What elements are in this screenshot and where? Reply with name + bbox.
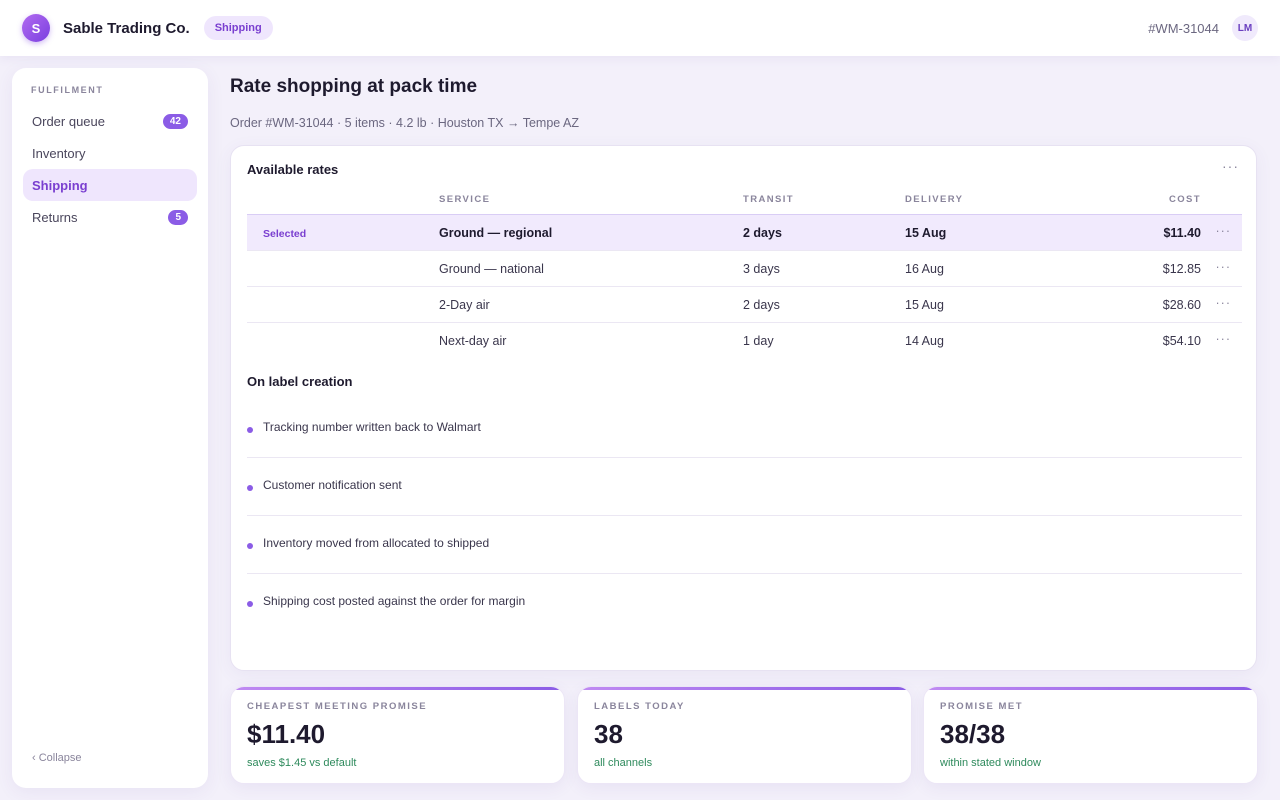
table-row[interactable]: 2-Day air 2 days 15 Aug $28.60 ···	[247, 286, 1242, 322]
list-item: Shipping cost posted against the order f…	[247, 574, 1242, 632]
bullet-dot-icon	[247, 485, 253, 491]
stat-value: 38/38	[940, 719, 1006, 749]
stat-label: CHEAPEST MEETING PROMISE	[247, 701, 428, 712]
sidebar-item-order-queue[interactable]: Order queue 42	[23, 105, 197, 137]
section-chip: Shipping	[203, 16, 273, 40]
stat-label: LABELS TODAY	[594, 701, 685, 712]
service-cell: Ground — national	[439, 262, 544, 276]
sidebar-item-shipping[interactable]: Shipping	[23, 169, 197, 201]
rates-table-header: SERVICE TRANSIT DELIVERY COST	[247, 192, 1242, 214]
avatar[interactable]: LM	[1232, 15, 1258, 41]
sidebar: FULFILMENT Order queue 42 Inventory Ship…	[12, 68, 208, 788]
transit-cell: 2 days	[743, 298, 780, 312]
app-logo[interactable]: S	[22, 14, 50, 42]
stat-card-promise-met: PROMISE MET 38/38 within stated window	[923, 686, 1258, 784]
bullet-dot-icon	[247, 427, 253, 433]
sidebar-item-label: Shipping	[32, 177, 88, 193]
table-row[interactable]: Selected Ground — regional 2 days 15 Aug…	[247, 214, 1242, 250]
row-more-icon[interactable]: ···	[1215, 224, 1231, 238]
column-header-delivery: DELIVERY	[905, 194, 964, 205]
column-header-transit: TRANSIT	[743, 194, 794, 205]
service-cell: Next-day air	[439, 334, 507, 348]
card-more-icon[interactable]: ···	[1222, 158, 1239, 174]
bullet-dot-icon	[247, 601, 253, 607]
column-header-cost: COST	[1169, 194, 1201, 205]
transit-cell: 2 days	[743, 226, 782, 240]
sidebar-item-label: Returns	[32, 209, 78, 225]
sidebar-item-returns[interactable]: Returns 5	[23, 201, 197, 233]
column-header-service: SERVICE	[439, 194, 491, 205]
stat-label: PROMISE MET	[940, 701, 1024, 712]
list-item: Inventory moved from allocated to shippe…	[247, 516, 1242, 574]
table-row[interactable]: Ground — national 3 days 16 Aug $12.85 ·…	[247, 250, 1242, 286]
sidebar-item-label: Inventory	[32, 145, 86, 161]
rates-card: Available rates ··· SERVICE TRANSIT DELI…	[230, 145, 1257, 671]
table-row[interactable]: Next-day air 1 day 14 Aug $54.10 ···	[247, 322, 1242, 358]
rates-table: Selected Ground — regional 2 days 15 Aug…	[247, 214, 1242, 358]
topbar-right: #WM-31044 LM	[1148, 15, 1258, 41]
list-item: Customer notification sent	[247, 458, 1242, 516]
delivery-cell: 14 Aug	[905, 334, 944, 348]
stat-card-labels-today: LABELS TODAY 38 all channels	[577, 686, 912, 784]
event-text: Shipping cost posted against the order f…	[263, 594, 526, 608]
brand-name: Sable Trading Co.	[63, 19, 190, 37]
event-text: Inventory moved from allocated to shippe…	[263, 536, 490, 550]
cost-cell: $54.10	[1162, 334, 1201, 348]
stat-note: saves $1.45 vs default	[247, 757, 357, 769]
event-text: Tracking number written back to Walmart	[263, 420, 481, 434]
sidebar-item-label: Order queue	[32, 113, 105, 129]
service-cell: 2-Day air	[439, 298, 490, 312]
stat-note: within stated window	[940, 757, 1041, 769]
cost-cell: $28.60	[1162, 298, 1201, 312]
delivery-cell: 15 Aug	[905, 298, 944, 312]
top-bar: S Sable Trading Co. Shipping #WM-31044 L…	[0, 0, 1280, 56]
sidebar-item-inventory[interactable]: Inventory	[23, 137, 197, 169]
sidebar-section-title: FULFILMENT	[31, 85, 104, 95]
delivery-cell: 16 Aug	[905, 262, 944, 276]
events-list: Tracking number written back to Walmart …	[247, 400, 1242, 632]
service-cell: Ground — regional	[439, 226, 553, 240]
stat-value: 38	[594, 719, 623, 749]
transit-cell: 3 days	[743, 262, 780, 276]
stat-note: all channels	[594, 757, 653, 769]
events-title: On label creation	[247, 374, 353, 389]
bullet-dot-icon	[247, 543, 253, 549]
stat-card-cheapest: CHEAPEST MEETING PROMISE $11.40 saves $1…	[230, 686, 565, 784]
cost-cell: $11.40	[1163, 226, 1201, 240]
count-badge: 5	[168, 209, 188, 225]
transit-cell: 1 day	[743, 334, 774, 348]
order-reference: #WM-31044	[1148, 20, 1219, 36]
cost-cell: $12.85	[1162, 262, 1201, 276]
page-title: Rate shopping at pack time	[230, 76, 478, 97]
collapse-sidebar-button[interactable]: ‹ Collapse	[32, 752, 82, 764]
list-item: Tracking number written back to Walmart	[247, 400, 1242, 458]
event-text: Customer notification sent	[263, 478, 402, 492]
count-badge: 42	[162, 113, 188, 129]
selected-badge: Selected	[263, 228, 307, 240]
order-summary: Order #WM-31044 · 5 items · 4.2 lb · Hou…	[230, 116, 579, 130]
row-more-icon[interactable]: ···	[1215, 260, 1231, 274]
row-more-icon[interactable]: ···	[1215, 296, 1231, 310]
row-more-icon[interactable]: ···	[1215, 332, 1231, 346]
rates-title: Available rates	[247, 162, 339, 177]
stat-value: $11.40	[247, 719, 326, 749]
delivery-cell: 15 Aug	[905, 226, 947, 240]
